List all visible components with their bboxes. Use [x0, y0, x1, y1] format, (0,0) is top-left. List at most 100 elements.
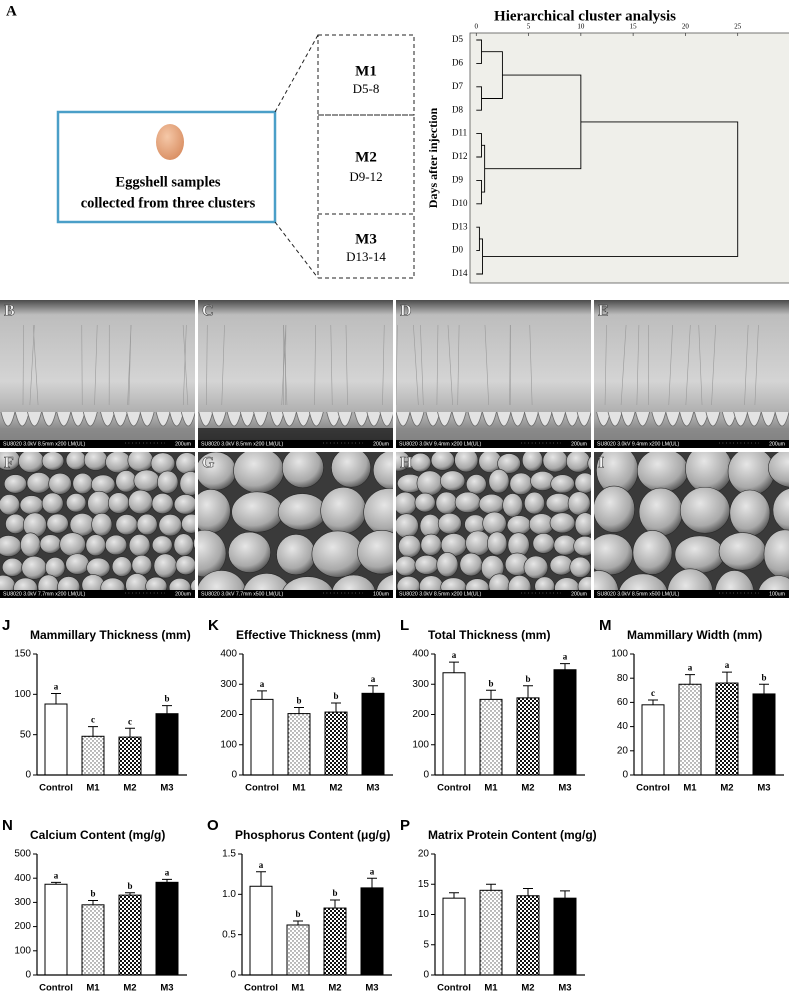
mammillary-cone: [337, 411, 353, 427]
sem-image: SU8020 3.0kV 8.5mm x200 LM(UL) 200um B: [0, 300, 195, 448]
surface-nodule: [729, 489, 771, 537]
y-tick-label: 200: [220, 709, 237, 720]
chart-title: Total Thickness (mm): [428, 628, 550, 642]
surface-nodule: [465, 474, 487, 495]
bar: [249, 885, 273, 976]
mammillary-cone: [70, 411, 86, 427]
significance-letter: b: [90, 889, 95, 899]
texture: [604, 324, 607, 406]
texture: [128, 324, 132, 406]
surface-nodule: [632, 530, 673, 575]
texture: [206, 324, 208, 406]
connector: [274, 221, 319, 279]
surface-nodule: [454, 491, 482, 513]
leaf-label: D11: [452, 128, 467, 138]
surface-nodule: [437, 513, 462, 535]
surface-nodule: [233, 452, 285, 494]
surface-nodule: [409, 452, 432, 473]
surface-nodule: [86, 557, 111, 578]
error-bar: [560, 890, 570, 899]
mammillary-cone: [366, 411, 382, 427]
surface-nodule: [440, 470, 466, 492]
y-tick-label: 20: [617, 745, 629, 756]
texture: [283, 324, 288, 406]
sem-caption: SU8020 3.0kV 9.4mm x200 LM(UL): [597, 441, 679, 447]
x-tick-label: M2: [328, 983, 341, 994]
surface-nodule: [574, 472, 591, 494]
surface-nodule: [414, 554, 439, 575]
caption-bar: [198, 590, 393, 598]
bar: [678, 683, 702, 776]
x-tick-label: M3: [366, 783, 379, 794]
y-tick-label: 0.5: [222, 929, 236, 940]
sem-scale: 200um: [175, 441, 191, 447]
error-bar: [486, 689, 496, 700]
x-tick-label: M2: [521, 983, 534, 994]
texture: [447, 324, 453, 406]
surface-nodule: [47, 595, 64, 598]
surface-nodule: [175, 452, 195, 475]
y-tick-label: 200: [412, 709, 429, 720]
egg-icon: [156, 124, 184, 160]
panel-label: I: [598, 455, 604, 472]
panel-label: P: [400, 817, 410, 834]
panel-label: J: [2, 617, 10, 634]
surface-nodule: [87, 490, 112, 516]
significance-letter: b: [761, 672, 766, 682]
surface-nodule: [430, 452, 455, 471]
y-tick-label: 5: [423, 939, 429, 950]
mammillary-cone: [282, 411, 297, 427]
chart-title: Phosphorus Content (μg/g): [235, 828, 390, 842]
x-tick-label: M1: [484, 983, 498, 994]
leaf-label: D6: [452, 57, 463, 67]
surface-nodule: [127, 452, 154, 472]
sem-bottom: [198, 428, 393, 440]
surface-nodule: [277, 493, 327, 531]
panel-label: K: [208, 617, 219, 634]
error-bar: [125, 727, 135, 738]
mammillary-cone: [524, 411, 539, 427]
sem-image: SU8020 3.0kV 9.4mm x200 LM(UL) 200um E: [594, 300, 789, 448]
significance-letter: c: [128, 716, 132, 726]
mammillary-cone: [139, 411, 155, 427]
bar: [641, 704, 665, 776]
y-tick-label: 15: [418, 879, 430, 890]
x-tick-label: M1: [292, 783, 306, 794]
leaf-label: D0: [452, 245, 463, 255]
surface-nodule: [153, 553, 178, 579]
x-tick-label: Control: [245, 783, 279, 794]
surface-nodule: [115, 514, 138, 536]
surface-nodule: [115, 470, 137, 493]
bar: [516, 697, 540, 776]
sem-caption: SU8020 3.0kV 7.7mm x500 LM(UL): [201, 591, 283, 597]
surface-nodule: [357, 530, 393, 575]
error-bar: [523, 685, 533, 698]
surface-nodule: [594, 485, 635, 533]
surface-nodule: [588, 598, 612, 616]
leaf-label: D13: [452, 221, 468, 231]
y-tick-label: 100: [412, 739, 429, 750]
texture: [182, 324, 187, 406]
error-bar: [449, 892, 459, 899]
x-tick-label: 20: [682, 23, 690, 31]
sem-bottom: [594, 428, 789, 440]
texture: [620, 324, 627, 406]
y-tick-label: 0: [25, 770, 31, 781]
panel-label: A: [6, 3, 17, 19]
y-tick-label: 400: [220, 649, 237, 660]
bar: [118, 736, 142, 776]
y-tick-label: 0: [230, 970, 236, 981]
surface-nodule: [39, 534, 62, 554]
significance-letter: b: [333, 691, 338, 701]
texture: [744, 324, 749, 406]
x-tick-label: M3: [365, 983, 378, 994]
leaf-label: D9: [452, 174, 463, 184]
bar: [442, 897, 466, 976]
leaf-label: D10: [452, 198, 468, 208]
mammillary-cone: [746, 411, 762, 427]
bar: [324, 711, 348, 776]
surface-nodule: [454, 452, 479, 473]
sem-content: [594, 300, 789, 448]
surface-nodule: [184, 597, 192, 598]
texture: [685, 324, 691, 406]
